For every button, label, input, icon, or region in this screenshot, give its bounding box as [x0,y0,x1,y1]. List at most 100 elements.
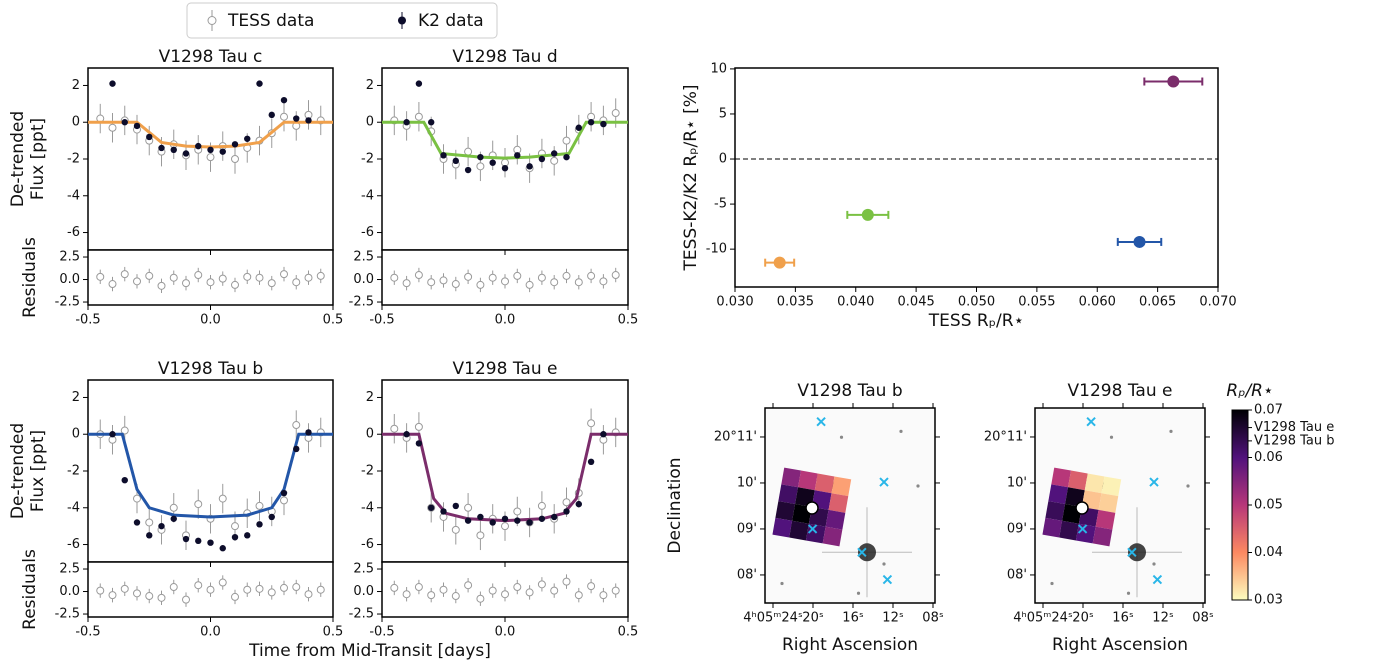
x-tick-label: 08ˢ [922,611,944,626]
residual-point [170,274,177,281]
y-tick-label: 10' [737,475,757,490]
y-tick-label: 2.5 [353,562,374,577]
y-tick-label: 09' [1007,521,1027,536]
x-tick-label: -0.5 [369,625,394,640]
residual-point [170,584,177,591]
tess-point [219,495,226,502]
pixel [829,493,849,513]
axes-frame [735,68,1218,287]
residual-point [538,274,545,281]
k2-point [428,505,434,511]
k2-point [269,514,275,520]
residual-point [452,593,459,600]
k2-point [281,490,287,496]
residual-point [317,272,324,279]
k2-point [453,158,459,164]
x-tick-label: 20ˢ [1072,611,1094,626]
tess-point [477,163,484,170]
y-tick-label: -2.5 [349,295,374,310]
x-tick-label: 0.0 [495,313,516,328]
k2-point [293,446,299,452]
tess-point [146,519,153,526]
x-tick-label: 0.030 [716,295,753,310]
colorbar-tick-label: 0.07 [1254,403,1283,418]
pixel [832,476,852,496]
axes-frame [88,380,333,562]
k2-point [465,167,471,173]
point [774,257,786,269]
residual-point [317,586,324,593]
x-tick-label: 0.040 [837,295,874,310]
x-tick-label: 16ˢ [1112,611,1134,626]
y-tick-label: 2.5 [59,250,80,265]
point [1167,76,1179,88]
k2-point [195,538,201,544]
y-tick-label: 2 [366,78,374,93]
residual-point [502,278,509,285]
tess-point [232,156,239,163]
k2-point [403,431,409,437]
k2-point [232,534,238,540]
residual-point [195,582,202,589]
y-tick-label: -5 [714,197,727,212]
k2-point [600,431,606,437]
k2-point [146,532,152,538]
k2-point [563,508,569,514]
residual-point [502,591,509,598]
y-tick-label: 20°11' [984,429,1027,444]
pixel [1059,521,1079,541]
tess-point [281,113,288,120]
y-tick-label: -2.5 [349,607,374,622]
x-tick-label: 16ˢ [842,611,864,626]
k2-point [514,517,520,523]
residual-point [97,273,104,280]
x-tick-label: 0.055 [1018,295,1055,310]
residual-point [219,275,226,282]
k2-point [158,145,164,151]
residual-point [121,271,128,278]
colorbar-tick-label: 0.04 [1254,545,1283,560]
x-axis-label: Time from Mid-Transit [days] [248,641,491,661]
tess-point [170,504,177,511]
x-tick-label: 08ˢ [1192,611,1214,626]
pixel [1051,468,1071,488]
pixel [775,501,795,521]
k2-point [281,97,287,103]
k2-point [244,136,250,142]
residual-point [575,279,582,286]
y-tick-label: 0 [366,115,374,130]
tess-point [502,523,509,530]
residual-point [109,281,116,288]
k2-point [256,521,262,527]
x-tick-label: 0.5 [618,625,639,640]
y-tick-label: -4 [67,500,80,515]
y-tick-label: 2.5 [59,562,80,577]
panel-title: V1298 Tau b [797,381,902,401]
pixel [826,510,846,530]
tess-point [109,124,116,131]
residual-point [146,593,153,600]
k2-point [588,459,594,465]
residual-point [477,281,484,288]
k2-point [220,148,226,154]
x-tick-label: 4ʰ05ᵐ24ˢ [1013,611,1073,626]
residual-point [195,272,202,279]
residual-point [403,591,410,598]
k2-point [122,119,128,125]
k2-point [207,147,213,153]
k2-point [563,154,569,160]
y-tick-label: 0.0 [59,584,80,599]
pixel [1093,527,1113,547]
k2-point [526,163,532,169]
x-tick-label: -0.5 [75,625,100,640]
pixel [781,468,801,488]
tess-point [195,501,202,508]
residual-point [588,583,595,590]
figure: TESS dataK2 dataV1298 Tau c20-2-4-62.50.… [0,0,1380,664]
residual-point [403,280,410,287]
tess-point [477,532,484,539]
residual-point [158,594,165,601]
residual-point [121,585,128,592]
residual-point [207,586,214,593]
star [1169,430,1172,433]
